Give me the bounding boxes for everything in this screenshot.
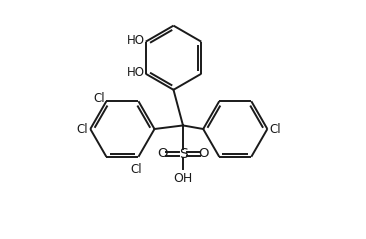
Text: Cl: Cl (130, 163, 142, 176)
Text: S: S (179, 147, 187, 161)
Text: O: O (198, 147, 209, 160)
Text: HO: HO (127, 66, 145, 79)
Text: Cl: Cl (94, 92, 105, 105)
Text: Cl: Cl (77, 123, 89, 136)
Text: OH: OH (173, 172, 193, 185)
Text: O: O (157, 147, 168, 160)
Text: Cl: Cl (269, 123, 281, 136)
Text: HO: HO (127, 34, 145, 47)
